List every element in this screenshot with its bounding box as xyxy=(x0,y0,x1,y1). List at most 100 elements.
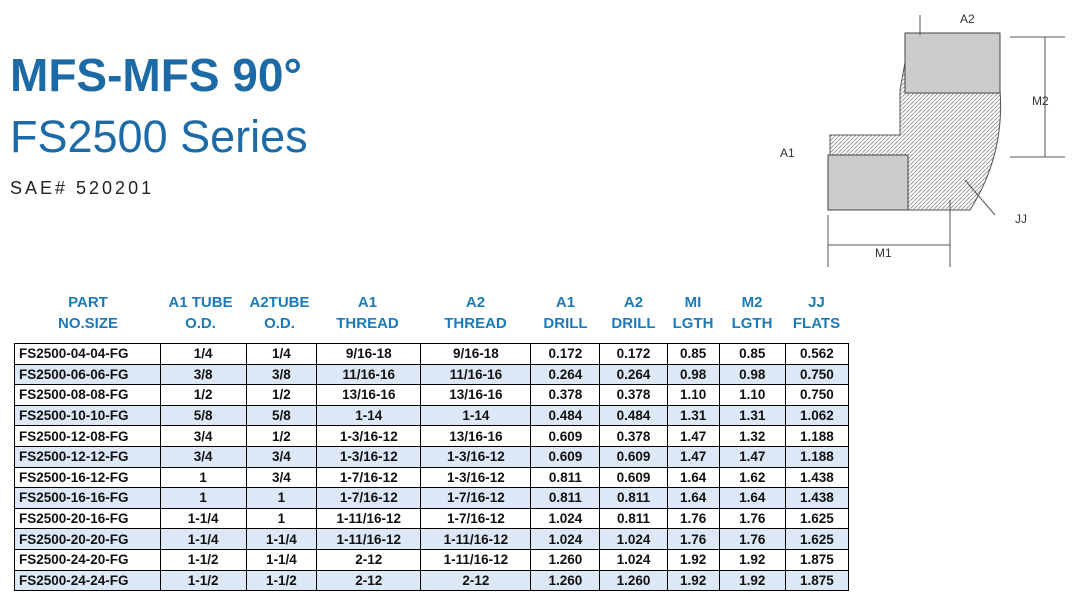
table-cell: 3/4 xyxy=(159,445,247,468)
title: MFS-MFS 90° xyxy=(10,49,302,101)
table-cell: 0.264 xyxy=(599,363,668,386)
table-cell: 11/16-16 xyxy=(420,363,532,386)
header-line: LGTH xyxy=(731,315,773,332)
table-cell: 1-14 xyxy=(316,404,422,427)
table-cell: FS2500-16-16-FG xyxy=(14,487,161,509)
header-line: A1 TUBE xyxy=(168,294,233,311)
table-cell: 1.64 xyxy=(666,487,720,509)
table-cell: 1.92 xyxy=(666,548,720,571)
table-cell: 1-11/16-12 xyxy=(420,548,532,571)
header-cell: M2 LGTH xyxy=(719,292,785,334)
table-cell: 1/2 xyxy=(245,425,318,447)
header-cell: A2 THREAD xyxy=(420,292,531,334)
table-cell: 1/2 xyxy=(159,384,247,406)
table-header: PART NO.SIZE A1 TUBE O.D. A2TUBE O.D. A1 THREAD… xyxy=(14,292,850,334)
table-cell: 1.76 xyxy=(718,528,786,550)
table-cell: 1-3/16-12 xyxy=(316,425,422,447)
table-cell: 1-14 xyxy=(420,404,532,427)
table-cell: 13/16-16 xyxy=(420,384,532,406)
header-line: LGTH xyxy=(672,315,714,332)
table-row: FS2500-20-16-FG 1-1/4 1 1-11/16-12 1-7/16-12… xyxy=(14,507,850,530)
table-cell: 0.98 xyxy=(666,363,720,386)
table-cell: 0.609 xyxy=(530,445,601,468)
table-cell: 13/16-16 xyxy=(316,384,422,406)
table-cell: 0.172 xyxy=(530,343,601,365)
table-cell: 1.188 xyxy=(784,445,850,468)
table-cell: 1.76 xyxy=(666,507,720,530)
table-cell: 5/8 xyxy=(159,404,247,427)
table-cell: 0.811 xyxy=(599,507,668,530)
header-cell: A2 DRILL xyxy=(600,292,667,334)
table-cell: FS2500-24-24-FG xyxy=(14,569,161,592)
table-cell: 3/8 xyxy=(159,363,247,386)
table-cell: 1.62 xyxy=(718,466,786,489)
table-cell: 1-1/4 xyxy=(245,548,318,571)
table-cell: 1.31 xyxy=(718,404,786,427)
table-cell: 0.264 xyxy=(530,363,601,386)
table-cell: 0.750 xyxy=(784,363,850,386)
table-cell: 1.76 xyxy=(666,528,720,550)
table-cell: 3/8 xyxy=(245,363,318,386)
table-cell: 0.172 xyxy=(599,343,668,365)
table-cell: 1.024 xyxy=(530,507,601,530)
table-cell: 0.378 xyxy=(599,425,668,447)
table-row: FS2500-06-06-FG 3/8 3/8 11/16-16 11/16-16 0.2… xyxy=(14,363,850,386)
label-a1: A1 xyxy=(780,146,795,160)
header-line: DRILL xyxy=(543,315,588,332)
header-cell: A1 DRILL xyxy=(531,292,600,334)
table-cell: 1.64 xyxy=(718,487,786,509)
table-cell: 2-12 xyxy=(316,569,422,592)
thread-a2 xyxy=(904,32,1001,94)
table-cell: 0.85 xyxy=(718,343,786,365)
header-cell: MI LGTH xyxy=(667,292,719,334)
table-cell: 0.811 xyxy=(530,487,601,509)
table-cell: 9/16-18 xyxy=(316,343,422,365)
header-line: THREAD xyxy=(336,315,399,332)
header-line: PART xyxy=(68,294,108,311)
header-line: DRILL xyxy=(611,315,656,332)
diagram: A2 M2 A1 JJ M1 xyxy=(780,12,1065,267)
table-row: FS2500-24-20-FG 1-1/2 1-1/4 2-12 1-11/16-12 1… xyxy=(14,548,850,571)
table-cell: 1.188 xyxy=(784,425,850,447)
table-cell: 9/16-18 xyxy=(420,343,532,365)
table-cell: FS2500-24-20-FG xyxy=(14,548,161,571)
header-line: FLATS xyxy=(792,315,841,332)
header-line: O.D. xyxy=(264,315,295,332)
table-row: FS2500-12-08-FG 3/4 1/2 1-3/16-12 13/16-16 0.… xyxy=(14,425,850,447)
header-cell: A2TUBE O.D. xyxy=(244,292,315,334)
table-cell: 0.609 xyxy=(599,466,668,489)
header-line: M2 xyxy=(741,294,763,311)
header-line: NO.SIZE xyxy=(57,315,118,332)
table-cell: 1-3/16-12 xyxy=(420,466,532,489)
header-cell: PART NO.SIZE xyxy=(14,292,157,334)
table-cell: 1.47 xyxy=(666,425,720,447)
table-cell: 13/16-16 xyxy=(420,425,532,447)
table-cell: 1-7/16-12 xyxy=(316,487,422,509)
table-cell: 1-1/4 xyxy=(245,528,318,550)
header-line: A1 xyxy=(555,294,576,311)
table-row: FS2500-08-08-FG 1/2 1/2 13/16-16 13/16-16 0.3… xyxy=(14,384,850,406)
table-cell: 1.062 xyxy=(784,404,850,427)
table-cell: 1-1/2 xyxy=(159,569,247,592)
table-cell: FS2500-16-12-FG xyxy=(14,466,161,489)
table-cell: 1-3/16-12 xyxy=(316,445,422,468)
table-cell: 5/8 xyxy=(245,404,318,427)
table-cell: 1.47 xyxy=(666,445,720,468)
table-cell: 0.609 xyxy=(599,445,668,468)
table-cell: FS2500-06-06-FG xyxy=(14,363,161,386)
table-cell: 1.625 xyxy=(784,507,850,530)
table-cell: 1.76 xyxy=(718,507,786,530)
table-cell: 1 xyxy=(245,487,318,509)
table-cell: 0.811 xyxy=(599,487,668,509)
table-cell: 1/2 xyxy=(245,384,318,406)
table-cell: 1.260 xyxy=(530,569,601,592)
table-row: FS2500-12-12-FG 3/4 3/4 1-3/16-12 1-3/16-12 0… xyxy=(14,445,850,468)
table-row: FS2500-04-04-FG 1/4 1/4 9/16-18 9/16-18 0.172… xyxy=(14,343,850,365)
table-cell: 1 xyxy=(245,507,318,530)
table-cell: 0.378 xyxy=(599,384,668,406)
table-cell: FS2500-20-20-FG xyxy=(14,528,161,550)
table-cell: FS2500-12-12-FG xyxy=(14,445,161,468)
table-cell: 1-1/4 xyxy=(159,528,247,550)
table-cell: 1-11/16-12 xyxy=(316,507,422,530)
sae-number: SAE# 520201 xyxy=(10,178,155,198)
